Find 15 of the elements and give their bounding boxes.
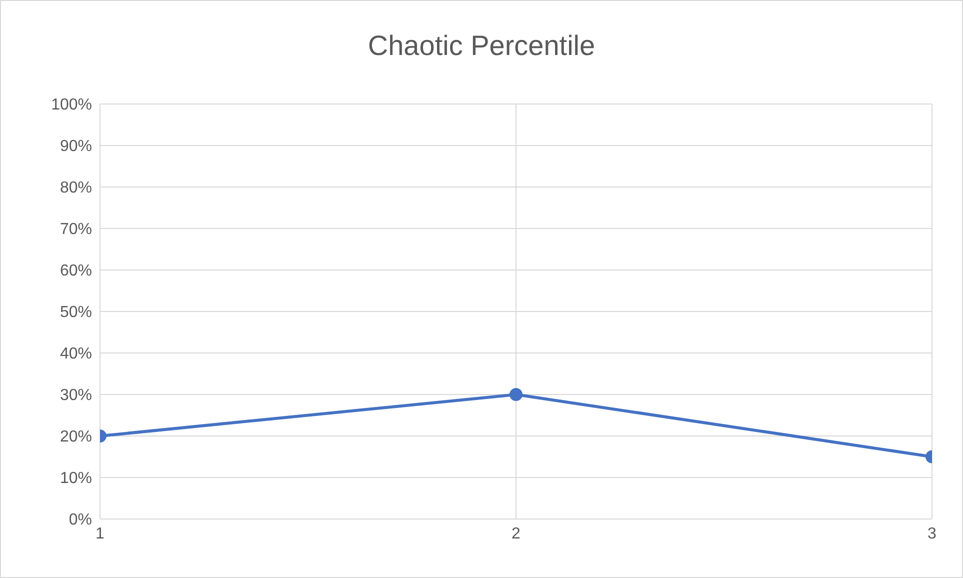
y-tick-label: 90% [60,138,92,156]
y-tick-label: 40% [60,346,92,363]
y-tick-label: 0% [68,512,92,529]
y-tick-label: 50% [60,304,92,322]
x-tick-label: 1 [96,525,105,542]
y-tick-label: 10% [60,470,92,488]
y-tick-label: 30% [60,387,92,404]
y-tick-label: 60% [60,262,92,280]
x-tick-label: 3 [928,525,937,542]
chart-title: Chaotic Percentile [366,30,596,62]
y-tick-label: 70% [60,221,92,238]
y-tick-label: 100% [51,96,92,114]
x-tick-label: 2 [512,525,521,542]
y-tick-label: 80% [60,180,92,197]
y-tick-label: 20% [60,428,92,446]
